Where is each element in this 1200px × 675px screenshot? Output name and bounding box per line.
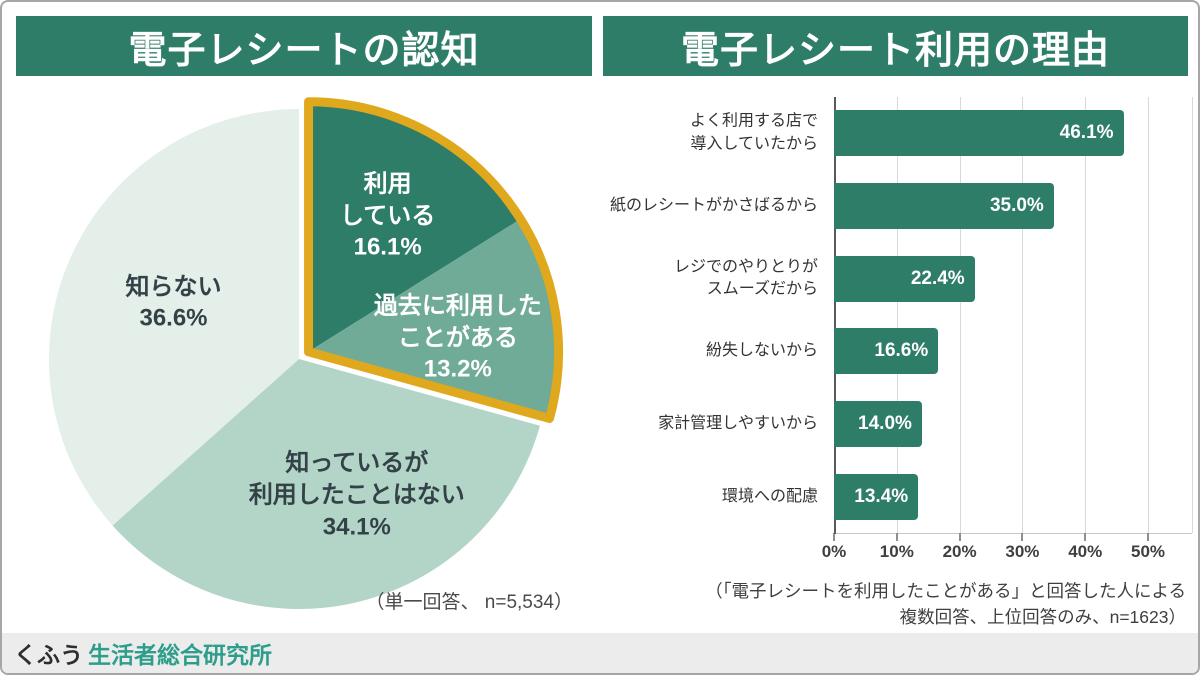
gridline-20 bbox=[959, 97, 961, 533]
bar-3: 16.6% bbox=[834, 328, 939, 375]
gridline-30 bbox=[1022, 97, 1024, 533]
y-axis-line bbox=[834, 97, 836, 534]
gridline-40 bbox=[1085, 97, 1087, 533]
bar-value-label-1: 35.0% bbox=[989, 195, 1044, 216]
bar-category-label-5: 環境への配慮 bbox=[721, 487, 818, 505]
tick-mark-0 bbox=[833, 533, 835, 541]
pie-slice-3 bbox=[49, 109, 299, 526]
tick-label-10: 10% bbox=[879, 542, 914, 561]
tick-label-50: 50% bbox=[1131, 542, 1166, 561]
bar-2: 22.4% bbox=[834, 255, 975, 302]
tick-label-40: 40% bbox=[1068, 542, 1103, 561]
bar-value-label-0: 46.1% bbox=[1059, 122, 1114, 144]
pie-slice-label-0: 利用 している 16.1% bbox=[340, 170, 436, 261]
tick-mark-40 bbox=[1084, 533, 1087, 541]
bar-chart-title-text: 電子レシート利用の理由 bbox=[680, 29, 1110, 72]
bar-value-label-5: 13.4% bbox=[854, 485, 909, 507]
bar-footnote: （「電子レシートを利用したことがある」と回答した人による 複数回答、上位回答のみ… bbox=[705, 581, 1186, 628]
bar-value-label-2: 22.4% bbox=[910, 267, 965, 289]
bar-category-label-1: 紙のレシートがかさばるから bbox=[609, 196, 818, 214]
pie-slice-label-3: 知らない 36.6% bbox=[125, 273, 222, 332]
bar-0: 46.1% bbox=[834, 110, 1124, 157]
tick-mark-30 bbox=[1021, 533, 1024, 541]
tick-mark-10 bbox=[895, 533, 898, 541]
gridline-right-edge bbox=[1192, 97, 1193, 533]
bar-category-label-0: よく利用する店で 導入していたから bbox=[689, 112, 818, 153]
pie-chart-title-text: 電子レシートの認知 bbox=[128, 29, 480, 72]
bar-value-label-3: 16.6% bbox=[874, 340, 929, 362]
pie-highlight-outline bbox=[304, 97, 564, 423]
tick-label-20: 20% bbox=[942, 542, 977, 561]
bar-plot-area: 46.1% 35.0% 22.4% 16.6% 14.0% 13.4% bbox=[833, 97, 1193, 541]
pie-slice-label-1: 過去に利用した ことがある 13.2% bbox=[373, 292, 542, 383]
tick-label-0: 0% bbox=[821, 542, 847, 561]
gridline-50 bbox=[1148, 97, 1150, 533]
pie-chart-title: 電子レシートの認知 bbox=[16, 16, 592, 76]
bar-category-label-4: 家計管理しやすいから bbox=[658, 414, 818, 432]
bar-axis-ticks: 0% 10% 20% 30% 40% 50% bbox=[822, 542, 1192, 568]
tick-mark-20 bbox=[958, 533, 961, 541]
footer-bar: くふう 生活者総合研究所 bbox=[2, 633, 1198, 673]
pie-slice-2 bbox=[112, 359, 540, 609]
bar-category-label-2: レジでのやりとりが スムーズだから bbox=[673, 258, 818, 298]
bar-category-labels: よく利用する店で 導入していたから紙のレシートがかさばるからレジでのやりとりが … bbox=[606, 97, 826, 533]
bar-chart: よく利用する店で 導入していたから紙のレシートがかさばるからレジでのやりとりが … bbox=[606, 82, 1193, 632]
tick-label-30: 30% bbox=[1005, 542, 1040, 561]
pie-chart: （単一回答、 n=5,534） 利用 している 16.1% 過去に利用した ことが… bbox=[18, 82, 594, 632]
gridline-10 bbox=[896, 97, 898, 533]
bar-value-label-4: 14.0% bbox=[858, 413, 912, 434]
pie-slice-label-2: 知っているが 利用したことはない 34.1% bbox=[248, 449, 465, 541]
bar-category-label-3: 紛失しないから bbox=[705, 342, 818, 360]
pie-svg bbox=[49, 97, 564, 609]
footer-brand-suffix: 生活者総合研究所 bbox=[88, 642, 272, 668]
tick-mark-50 bbox=[1147, 533, 1150, 541]
footer-brand-logo: くふう bbox=[14, 642, 83, 668]
bar-5: 13.4% bbox=[834, 473, 919, 520]
bar-chart-title: 電子レシート利用の理由 bbox=[603, 16, 1188, 76]
pie-footnote: （単一回答、 n=5,534） bbox=[365, 592, 574, 613]
bar-1: 35.0% bbox=[834, 183, 1054, 229]
bar-4: 14.0% bbox=[834, 401, 922, 447]
